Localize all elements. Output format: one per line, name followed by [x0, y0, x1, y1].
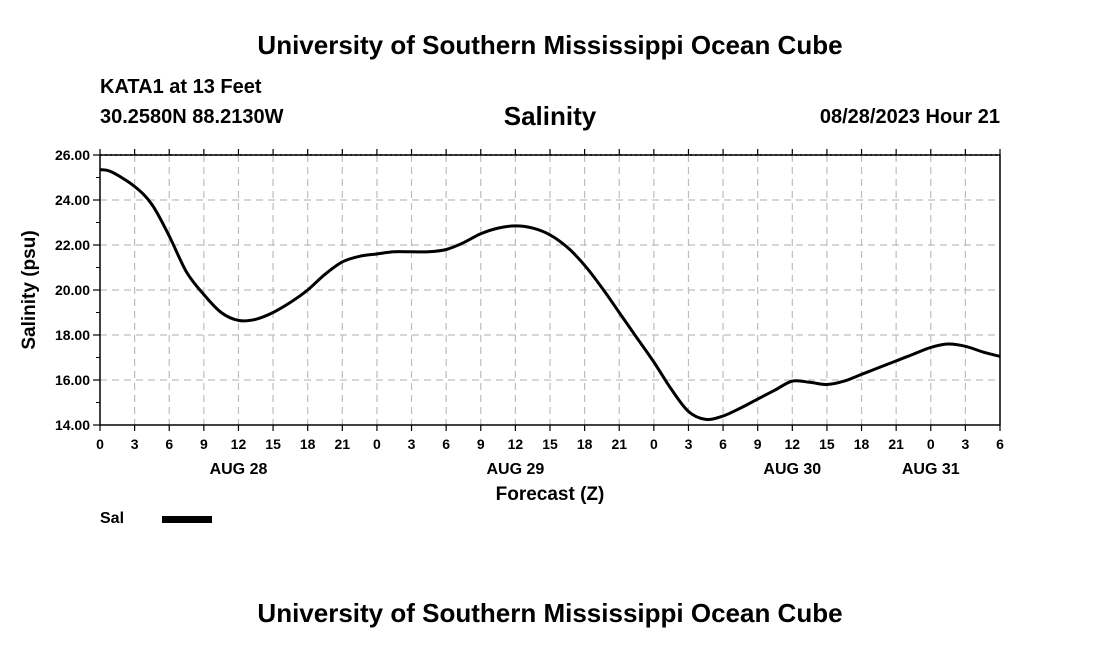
grid-layer — [100, 154, 1000, 425]
tick-layer — [93, 149, 1001, 431]
day-label: AUG 31 — [902, 461, 960, 478]
x-tick-label: 6 — [996, 436, 1004, 452]
x-axis-label: Forecast (Z) — [496, 484, 605, 505]
x-tick-label: 6 — [165, 436, 173, 452]
x-tick-label: 21 — [888, 436, 904, 452]
legend-swatch — [162, 516, 212, 523]
legend-label: Sal — [100, 510, 125, 527]
x-tick-label: 12 — [231, 436, 247, 452]
x-tick-label: 18 — [854, 436, 870, 452]
x-tick-label: 0 — [650, 436, 658, 452]
x-tick-label: 3 — [685, 436, 693, 452]
bottom-title: University of Southern Mississippi Ocean… — [257, 598, 843, 628]
x-tick-label: 18 — [577, 436, 593, 452]
y-tick-label: 26.00 — [55, 147, 90, 163]
forecast-datetime: 08/28/2023 Hour 21 — [819, 106, 1000, 128]
plot-title: Salinity — [503, 101, 597, 131]
x-tick-label: 9 — [200, 436, 208, 452]
series-layer — [99, 168, 1001, 422]
plot-frame — [99, 154, 1001, 426]
station-coordinates: 30.2580N 88.2130W — [100, 106, 284, 128]
top-title: University of Southern Mississippi Ocean… — [257, 30, 843, 60]
x-tick-label: 3 — [408, 436, 416, 452]
y-tick-label: 24.00 — [55, 192, 90, 208]
x-tick-label: 0 — [373, 436, 381, 452]
x-tick-label: 15 — [265, 436, 281, 452]
day-label: AUG 30 — [763, 461, 821, 478]
x-tick-label: 9 — [754, 436, 762, 452]
x-tick-label: 3 — [961, 436, 969, 452]
x-tick-label: 21 — [611, 436, 627, 452]
x-tick-label: 6 — [719, 436, 727, 452]
x-tick-label: 6 — [442, 436, 450, 452]
x-tick-label: 12 — [785, 436, 801, 452]
y-axis-label: Salinity (psu) — [19, 230, 40, 349]
x-tick-label: 18 — [300, 436, 316, 452]
x-tick-label: 9 — [477, 436, 485, 452]
x-tick-label: 15 — [542, 436, 558, 452]
y-tick-label: 16.00 — [55, 372, 90, 388]
y-tick-label: 18.00 — [55, 327, 90, 343]
x-tick-label: 21 — [335, 436, 351, 452]
y-tick-label: 20.00 — [55, 282, 90, 298]
day-label: AUG 28 — [210, 461, 268, 478]
station-label: KATA1 at 13 Feet — [100, 76, 262, 98]
x-tick-label: 12 — [508, 436, 524, 452]
x-tick-label: 15 — [819, 436, 835, 452]
x-tick-label: 3 — [131, 436, 139, 452]
x-tick-label: 0 — [927, 436, 935, 452]
x-tick-label: 0 — [96, 436, 104, 452]
y-tick-label: 14.00 — [55, 417, 90, 433]
day-label: AUG 29 — [486, 461, 544, 478]
y-tick-label: 22.00 — [55, 237, 90, 253]
salinity-series-line — [99, 168, 1001, 422]
label-layer: 14.00 16.00 18.00 20.00 22.00 24.00 26.00 0 3 6 9 1… — [55, 147, 1004, 478]
